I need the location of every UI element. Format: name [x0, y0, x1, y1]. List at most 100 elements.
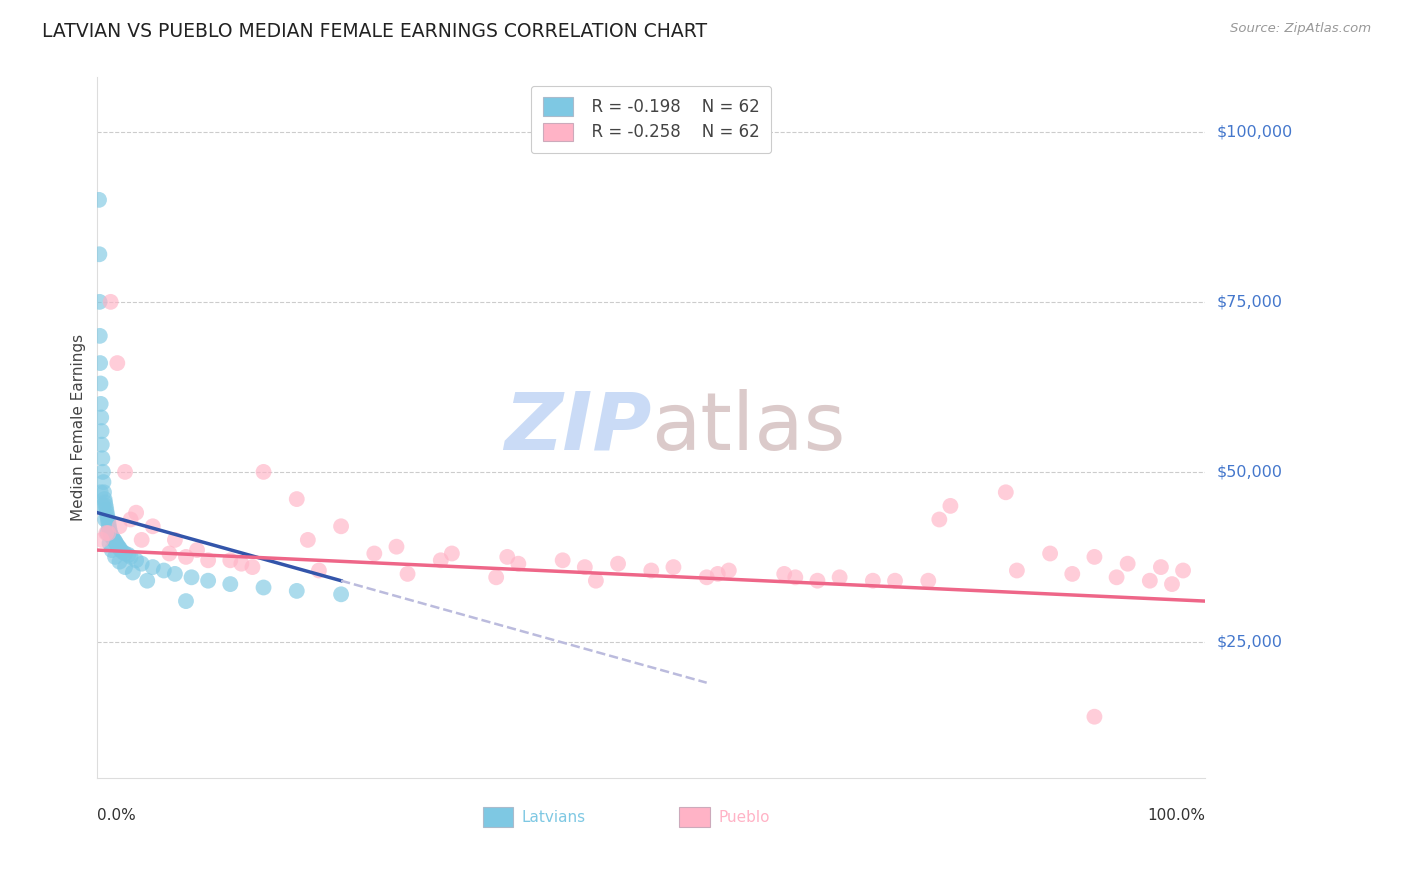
Point [197, 553, 219, 567]
Point [93, 492, 115, 507]
Point [98, 526, 121, 541]
Text: Source: ZipAtlas.com: Source: ZipAtlas.com [1230, 22, 1371, 36]
Point [1161, 577, 1184, 591]
Point [131, 533, 153, 547]
Point [90, 438, 112, 452]
Point [163, 533, 186, 547]
Point [98, 523, 121, 537]
Point [94, 495, 117, 509]
Point [94, 512, 117, 526]
Point [121, 566, 143, 580]
Point [105, 356, 128, 370]
Point [330, 587, 353, 601]
Point [94, 499, 117, 513]
Point [939, 499, 962, 513]
Text: ZIP: ZIP [503, 389, 651, 467]
Point [1039, 547, 1062, 561]
Point [1083, 549, 1105, 564]
Point [114, 547, 136, 561]
Point [142, 519, 165, 533]
Point [163, 566, 186, 581]
Point [91, 465, 114, 479]
Point [508, 557, 530, 571]
Point [153, 564, 176, 578]
Point [125, 553, 148, 567]
Point [242, 560, 264, 574]
Point [928, 512, 950, 526]
Point [197, 574, 219, 588]
Point [89, 294, 111, 309]
Point [828, 570, 851, 584]
Point [96, 506, 118, 520]
Point [363, 547, 385, 561]
Point [717, 564, 740, 578]
Point [862, 574, 884, 588]
Text: $50,000: $50,000 [1216, 465, 1282, 479]
Point [89, 247, 111, 261]
Point [1005, 564, 1028, 578]
Text: 0.0%: 0.0% [97, 808, 136, 823]
Point [607, 557, 630, 571]
Point [186, 543, 208, 558]
Point [107, 540, 129, 554]
Point [142, 560, 165, 574]
Point [640, 564, 662, 578]
Point [108, 555, 131, 569]
Point [706, 566, 728, 581]
Point [108, 519, 131, 533]
Point [103, 533, 125, 547]
Point [574, 560, 596, 574]
Point [1171, 564, 1194, 578]
Point [100, 543, 122, 558]
Text: Pueblo: Pueblo [718, 810, 770, 825]
Text: $25,000: $25,000 [1216, 634, 1282, 649]
Point [108, 541, 131, 555]
Legend:   R = -0.198    N = 62,   R = -0.258    N = 62: R = -0.198 N = 62, R = -0.258 N = 62 [531, 86, 772, 153]
Point [136, 574, 159, 588]
Point [89, 356, 111, 370]
Point [100, 529, 122, 543]
Point [1062, 566, 1084, 581]
Point [585, 574, 607, 588]
Text: $75,000: $75,000 [1216, 294, 1282, 310]
Point [1083, 709, 1105, 723]
Point [91, 451, 114, 466]
Text: Latvians: Latvians [522, 810, 586, 825]
Point [806, 574, 828, 588]
Point [131, 557, 153, 571]
Point [285, 492, 308, 507]
Point [1150, 560, 1173, 574]
Point [917, 574, 939, 588]
Point [89, 329, 111, 343]
Point [87, 193, 110, 207]
Point [485, 570, 508, 584]
Point [120, 549, 142, 564]
Text: $100,000: $100,000 [1216, 124, 1292, 139]
Point [219, 553, 242, 567]
Point [157, 547, 180, 561]
Text: LATVIAN VS PUEBLO MEDIAN FEMALE EARNINGS CORRELATION CHART: LATVIAN VS PUEBLO MEDIAN FEMALE EARNINGS… [42, 22, 707, 41]
Point [117, 548, 139, 562]
Point [1139, 574, 1161, 588]
Text: 100.0%: 100.0% [1147, 808, 1205, 823]
Point [96, 502, 118, 516]
Point [97, 512, 120, 526]
Point [114, 465, 136, 479]
Point [97, 516, 120, 530]
Point [100, 527, 122, 541]
Point [884, 574, 907, 588]
Point [330, 519, 353, 533]
Text: atlas: atlas [651, 389, 845, 467]
Point [90, 397, 112, 411]
Point [994, 485, 1017, 500]
Point [114, 560, 136, 574]
Point [101, 532, 124, 546]
Point [174, 594, 197, 608]
Point [96, 509, 118, 524]
Point [110, 543, 132, 558]
Point [252, 465, 274, 479]
Point [430, 553, 453, 567]
Point [105, 538, 128, 552]
Point [773, 566, 796, 581]
Point [308, 564, 330, 578]
